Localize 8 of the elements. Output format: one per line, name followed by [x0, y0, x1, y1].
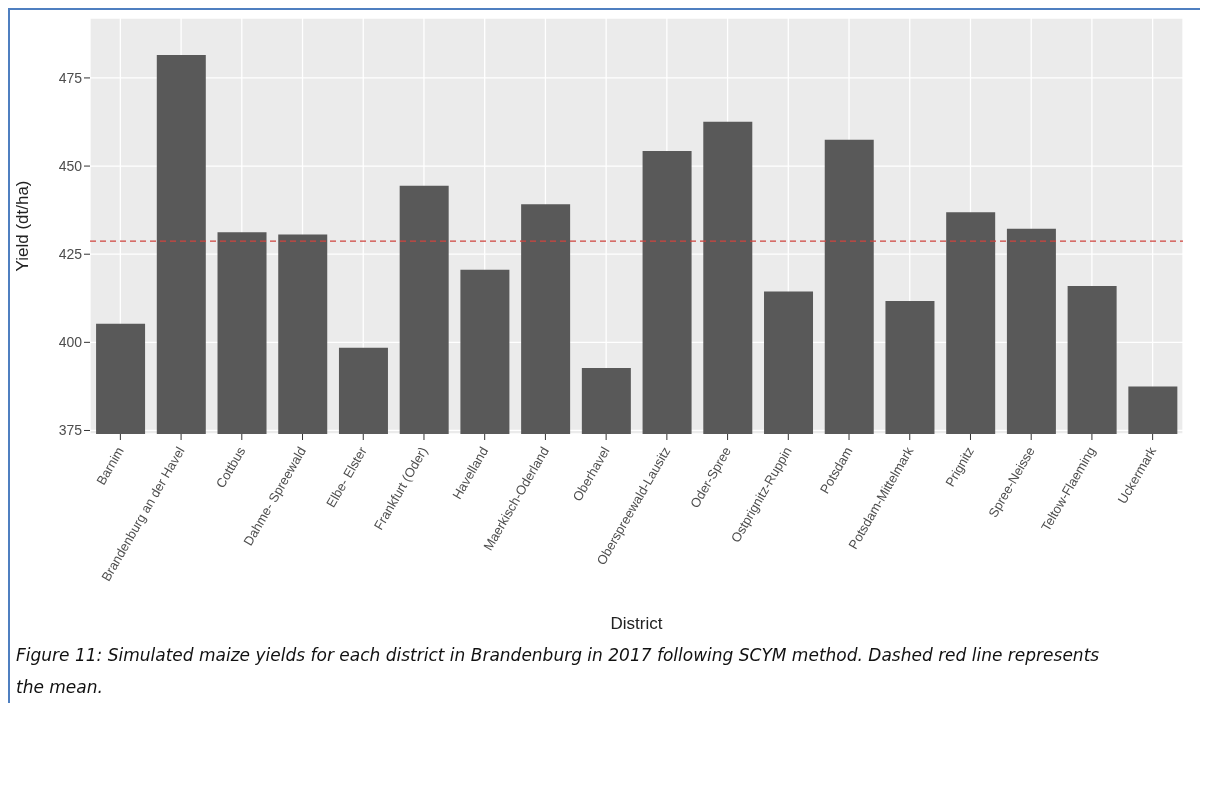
y-tick-label: 425	[58, 246, 83, 263]
y-tick-label: 475	[58, 69, 83, 86]
x-axis-title: District	[610, 614, 663, 633]
y-tick-label: 375	[58, 422, 83, 439]
y-axis-title: Yield (dt/ha)	[13, 180, 33, 272]
caption: Figure 11: Simulated maize yields for each district in Brandenburg in 2017 following SCYM method. Dashed red line represents the mean.	[15, 644, 1101, 699]
y-tick-label: 450	[58, 158, 83, 175]
y-tick-label: 400	[58, 334, 83, 351]
